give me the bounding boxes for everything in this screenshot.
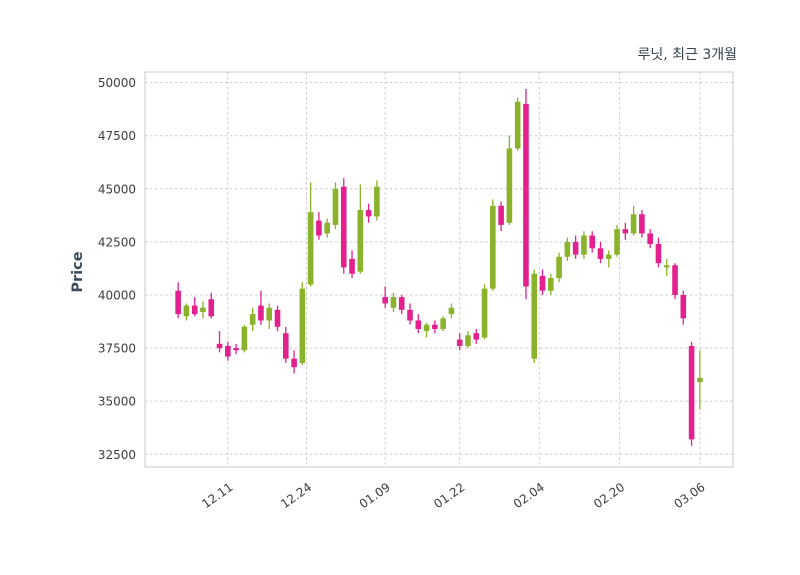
x-tick-label: 12.24 [278,480,314,511]
candle-body [266,307,273,321]
candle-body [647,233,653,245]
candle-body [340,186,347,268]
candle-body [390,297,397,308]
candle-body [282,333,289,359]
candle-body [407,309,413,321]
candle-body [440,318,446,329]
chart-title: 루닛, 최근 3개월 [637,47,737,63]
candle-body [208,299,215,317]
candle-body [639,214,645,234]
y-tick-label: 37500 [98,342,136,356]
candle-body [481,288,488,338]
candle-body [191,305,198,315]
candle-body [531,273,538,359]
candle-body [548,277,554,291]
candle-body [299,288,306,363]
x-tick-label: 02.04 [511,480,547,511]
candle-body [456,339,463,346]
candle-body [432,324,438,329]
candle-body [498,205,504,225]
candle-body [448,307,455,315]
y-tick-label: 47500 [98,129,136,143]
candle-body [357,210,364,272]
candle-body [539,275,546,291]
candle-body [398,297,405,310]
candle-body [249,314,256,325]
candle-body [465,335,471,346]
y-tick-label: 42500 [98,235,136,249]
candle-body [572,241,579,255]
candle-body [307,212,314,285]
x-tick-label: 12.11 [199,480,235,511]
candle-body [233,348,239,351]
candle-body [663,265,670,268]
candle-body [672,265,678,295]
candle-body [291,358,297,368]
candle-body [514,101,521,149]
candle-body [183,305,190,317]
candle-body [374,186,380,217]
candle-body [225,345,231,357]
candle-body [688,345,695,440]
candle-body [630,214,637,234]
candle-body [365,210,372,217]
candle-body [175,290,181,315]
y-tick-label: 35000 [98,395,136,409]
candle-body [241,326,248,351]
candle-body [382,297,388,304]
candle-body [316,220,322,236]
candle-body [523,103,529,287]
candle-body [349,258,355,274]
x-tick-label: 01.09 [357,480,393,511]
candle-body [216,343,223,349]
candle-body [324,222,330,234]
candle-body [423,324,430,332]
candle-body [655,244,662,264]
candle-body [556,256,562,278]
candle-body [614,229,620,255]
candle-body [581,235,587,255]
candle-body [506,148,513,223]
candle-body [589,235,596,249]
candle-body [473,333,480,340]
x-tick-label: 02.20 [591,480,627,511]
candle-body [332,188,339,225]
candle-body [597,248,604,259]
y-tick-label: 40000 [98,288,136,302]
candle-body [415,320,422,329]
candle-body [622,229,629,234]
candle-body [680,294,687,319]
y-tick-label: 50000 [98,76,136,90]
candle-body [605,254,612,259]
candle-body [274,309,281,327]
x-tick-label: 01.22 [431,480,467,511]
candle-body [564,241,571,257]
y-axis-label: Price [70,251,86,293]
candle-body [697,377,703,383]
candle-body [200,307,206,312]
candle-body [490,205,496,289]
y-tick-label: 32500 [98,448,136,462]
x-tick-label: 03.06 [671,480,707,511]
plot-frame [144,71,734,468]
candle-body [258,305,264,321]
y-tick-label: 45000 [98,182,136,196]
